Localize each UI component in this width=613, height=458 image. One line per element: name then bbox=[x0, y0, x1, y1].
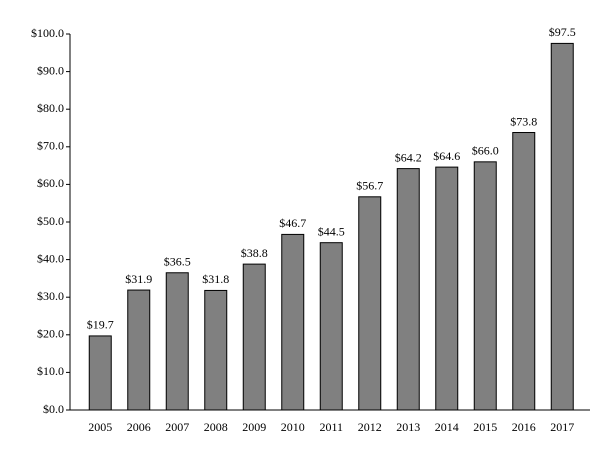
bar bbox=[319, 242, 343, 411]
value-label: $66.0 bbox=[472, 144, 499, 158]
y-tick-label: $10.0 bbox=[37, 364, 64, 378]
value-label: $36.5 bbox=[164, 255, 191, 269]
y-tick-label: $90.0 bbox=[37, 63, 64, 77]
x-tick-label: 2009 bbox=[242, 420, 266, 434]
x-tick-label: 2010 bbox=[281, 420, 305, 434]
y-tick-label: $70.0 bbox=[37, 139, 64, 153]
y-tick-label: $20.0 bbox=[37, 327, 64, 341]
x-tick-label: 2016 bbox=[512, 420, 536, 434]
bar bbox=[512, 132, 536, 411]
y-tick-label: $100.0 bbox=[31, 26, 64, 40]
value-label: $64.2 bbox=[395, 150, 422, 164]
x-tick-label: 2015 bbox=[473, 420, 497, 434]
y-tick-label: $40.0 bbox=[37, 251, 64, 265]
x-tick-label: 2011 bbox=[319, 420, 343, 434]
bar bbox=[550, 42, 574, 411]
bar bbox=[281, 233, 305, 411]
value-label: $97.5 bbox=[549, 25, 576, 39]
x-tick-label: 2006 bbox=[127, 420, 151, 434]
value-label: $31.9 bbox=[125, 272, 152, 286]
y-tick-label: $0.0 bbox=[43, 402, 64, 416]
bar bbox=[396, 168, 420, 411]
value-label: $64.6 bbox=[433, 149, 460, 163]
bar bbox=[165, 272, 189, 411]
x-tick-label: 2014 bbox=[435, 420, 459, 434]
bar bbox=[127, 289, 151, 411]
bar bbox=[358, 196, 382, 411]
bar bbox=[88, 335, 112, 411]
y-tick-label: $30.0 bbox=[37, 289, 64, 303]
x-tick-label: 2008 bbox=[204, 420, 228, 434]
value-label: $44.5 bbox=[318, 224, 345, 238]
y-tick-label: $50.0 bbox=[37, 214, 64, 228]
y-tick-label: $60.0 bbox=[37, 176, 64, 190]
value-label: $19.7 bbox=[87, 318, 114, 332]
bar bbox=[435, 166, 459, 411]
value-label: $38.8 bbox=[241, 246, 268, 260]
x-tick-label: 2013 bbox=[396, 420, 420, 434]
x-tick-label: 2012 bbox=[358, 420, 382, 434]
bar bbox=[473, 161, 497, 411]
x-tick-label: 2007 bbox=[165, 420, 189, 434]
value-label: $46.7 bbox=[279, 216, 306, 230]
bar bbox=[242, 263, 266, 411]
x-tick-label: 2005 bbox=[88, 420, 112, 434]
x-tick-label: 2017 bbox=[550, 420, 574, 434]
y-tick-label: $80.0 bbox=[37, 101, 64, 115]
bar bbox=[204, 289, 228, 411]
value-label: $56.7 bbox=[356, 179, 383, 193]
value-label: $31.8 bbox=[202, 272, 229, 286]
value-label: $73.8 bbox=[510, 114, 537, 128]
